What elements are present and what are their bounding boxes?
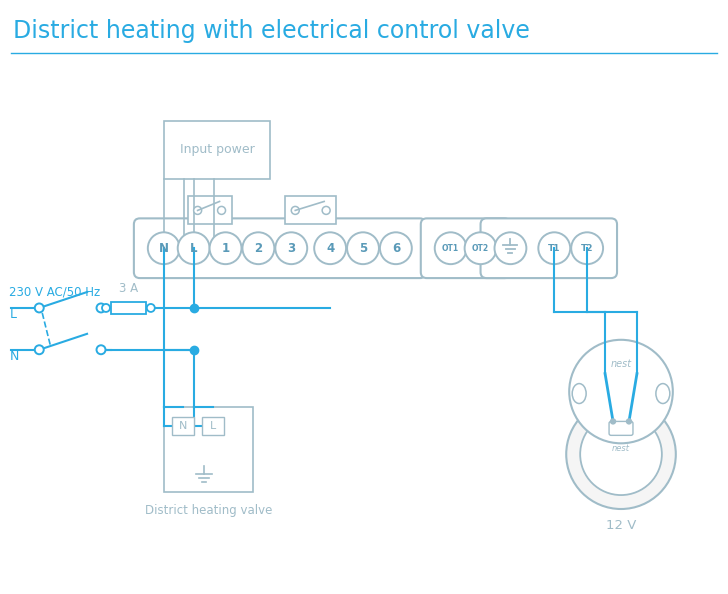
Text: nest: nest	[611, 359, 632, 369]
Circle shape	[242, 232, 274, 264]
Circle shape	[323, 207, 330, 214]
FancyBboxPatch shape	[421, 219, 510, 278]
Bar	[164, 407, 253, 492]
Text: 3: 3	[288, 242, 296, 255]
Circle shape	[611, 419, 616, 424]
Text: T2: T2	[581, 244, 593, 252]
Text: 12 V: 12 V	[606, 519, 636, 532]
Text: T1: T1	[548, 244, 561, 252]
Bar	[285, 197, 336, 225]
Circle shape	[97, 345, 106, 354]
Circle shape	[566, 400, 676, 509]
Text: 230 V AC/50 Hz: 230 V AC/50 Hz	[9, 285, 100, 298]
Ellipse shape	[656, 384, 670, 403]
Circle shape	[194, 207, 202, 214]
Circle shape	[148, 232, 180, 264]
Circle shape	[35, 345, 44, 354]
Text: 1: 1	[221, 242, 229, 255]
Circle shape	[35, 304, 44, 312]
Bar	[164, 121, 270, 179]
Circle shape	[380, 232, 412, 264]
Text: 3 A: 3 A	[119, 282, 138, 295]
Text: L: L	[9, 308, 16, 321]
Circle shape	[291, 207, 299, 214]
Circle shape	[102, 304, 110, 312]
Text: 4: 4	[326, 242, 334, 255]
Text: N: N	[9, 350, 19, 363]
Circle shape	[347, 232, 379, 264]
Circle shape	[464, 232, 496, 264]
Circle shape	[97, 304, 106, 312]
Circle shape	[627, 419, 631, 424]
Text: N: N	[159, 242, 169, 255]
Text: L: L	[210, 421, 215, 431]
FancyBboxPatch shape	[480, 219, 617, 278]
Circle shape	[314, 232, 346, 264]
Text: OT1: OT1	[442, 244, 459, 252]
Circle shape	[210, 232, 242, 264]
Text: N: N	[178, 421, 187, 431]
Text: OT2: OT2	[472, 244, 489, 252]
Circle shape	[494, 232, 526, 264]
Text: District heating valve: District heating valve	[145, 504, 272, 517]
Circle shape	[538, 232, 570, 264]
Text: 6: 6	[392, 242, 400, 255]
Circle shape	[178, 232, 210, 264]
Text: Input power: Input power	[180, 143, 255, 156]
Circle shape	[571, 232, 603, 264]
Circle shape	[435, 232, 467, 264]
Ellipse shape	[572, 384, 586, 403]
Circle shape	[580, 413, 662, 495]
Text: District heating with electrical control valve: District heating with electrical control…	[13, 19, 530, 43]
Bar	[111, 302, 146, 314]
Text: 5: 5	[359, 242, 367, 255]
Circle shape	[275, 232, 307, 264]
Text: L: L	[190, 242, 197, 255]
Text: 2: 2	[254, 242, 263, 255]
Circle shape	[218, 207, 226, 214]
FancyBboxPatch shape	[134, 219, 426, 278]
Bar	[202, 418, 223, 435]
Circle shape	[147, 304, 155, 312]
Bar	[172, 418, 194, 435]
Text: nest: nest	[612, 444, 630, 453]
Bar	[188, 197, 232, 225]
Circle shape	[569, 340, 673, 443]
FancyBboxPatch shape	[609, 421, 633, 435]
